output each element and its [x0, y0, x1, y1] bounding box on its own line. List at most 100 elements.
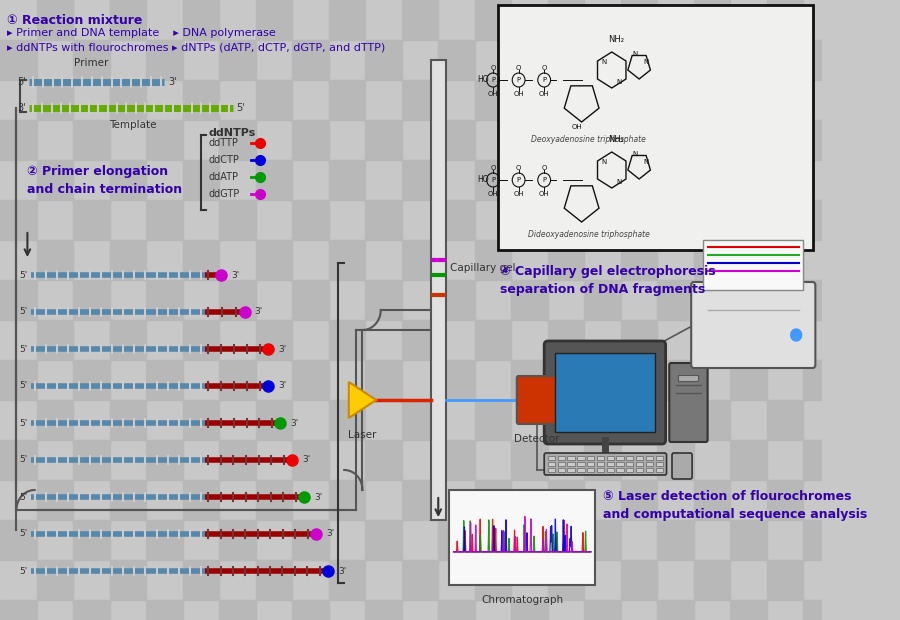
Bar: [804, 120, 840, 160]
Bar: [558, 468, 565, 472]
Text: P: P: [491, 77, 495, 83]
Bar: [511, 520, 548, 560]
Bar: [597, 462, 604, 466]
Text: 5': 5': [237, 103, 245, 113]
Bar: [475, 560, 511, 600]
Bar: [621, 80, 657, 120]
Bar: [694, 80, 731, 120]
Bar: [607, 468, 614, 472]
Bar: [292, 120, 328, 160]
Text: ddATP: ddATP: [208, 172, 238, 182]
Bar: [548, 560, 584, 600]
Text: ▸ Primer and DNA template    ▸ DNA polymerase: ▸ Primer and DNA template ▸ DNA polymera…: [7, 28, 276, 38]
Bar: [365, 520, 401, 560]
Bar: [292, 360, 328, 400]
Bar: [73, 520, 110, 560]
Bar: [0, 600, 37, 620]
Bar: [365, 40, 401, 80]
Bar: [804, 40, 840, 80]
Bar: [703, 240, 804, 290]
Bar: [657, 120, 694, 160]
Text: OH: OH: [488, 191, 499, 197]
Bar: [183, 80, 219, 120]
Bar: [183, 240, 219, 280]
Bar: [548, 0, 584, 40]
Bar: [0, 40, 37, 80]
Bar: [328, 400, 365, 440]
Text: ① Reaction mixture: ① Reaction mixture: [7, 14, 143, 27]
Bar: [621, 160, 657, 200]
Bar: [438, 40, 475, 80]
Text: Deoxyadenosine triphosphate: Deoxyadenosine triphosphate: [532, 135, 646, 144]
Bar: [548, 80, 584, 120]
Bar: [636, 456, 644, 460]
Bar: [219, 40, 256, 80]
Bar: [328, 240, 365, 280]
Text: P: P: [491, 177, 495, 183]
Bar: [548, 456, 555, 460]
Bar: [767, 80, 804, 120]
Text: N: N: [616, 179, 622, 185]
Bar: [731, 600, 767, 620]
Bar: [657, 600, 694, 620]
Bar: [548, 480, 584, 520]
Bar: [584, 600, 621, 620]
Text: OH: OH: [539, 91, 550, 97]
Bar: [804, 440, 840, 480]
Bar: [292, 440, 328, 480]
Bar: [767, 480, 804, 520]
Text: 5': 5': [19, 529, 27, 539]
Bar: [767, 160, 804, 200]
Bar: [511, 120, 548, 160]
Bar: [731, 120, 767, 160]
Bar: [37, 240, 73, 280]
Bar: [616, 468, 624, 472]
Text: 3': 3': [291, 418, 299, 428]
Text: 3': 3': [326, 529, 334, 539]
Bar: [365, 200, 401, 240]
Text: 5': 5': [19, 456, 27, 464]
Bar: [365, 600, 401, 620]
Bar: [584, 360, 621, 400]
Bar: [646, 468, 653, 472]
Bar: [438, 280, 475, 320]
Bar: [110, 560, 146, 600]
Bar: [110, 400, 146, 440]
Bar: [183, 560, 219, 600]
Bar: [694, 400, 731, 440]
Text: O: O: [516, 165, 521, 171]
Text: 5': 5': [17, 77, 25, 87]
Text: Template: Template: [109, 120, 156, 130]
Bar: [0, 280, 37, 320]
Text: 5': 5': [19, 345, 27, 353]
Bar: [328, 0, 365, 40]
Bar: [37, 0, 73, 40]
Polygon shape: [349, 382, 376, 418]
Bar: [731, 520, 767, 560]
Bar: [146, 200, 183, 240]
Bar: [694, 560, 731, 600]
Bar: [577, 462, 584, 466]
Bar: [621, 320, 657, 360]
Bar: [438, 520, 475, 560]
Bar: [0, 440, 37, 480]
Bar: [475, 320, 511, 360]
Bar: [597, 468, 604, 472]
Bar: [511, 600, 548, 620]
Bar: [438, 200, 475, 240]
Bar: [256, 160, 292, 200]
Bar: [475, 400, 511, 440]
Bar: [438, 600, 475, 620]
Bar: [475, 480, 511, 520]
Text: 3': 3': [255, 308, 263, 316]
Bar: [401, 320, 438, 360]
Bar: [584, 280, 621, 320]
Bar: [401, 0, 438, 40]
Bar: [73, 40, 110, 80]
Bar: [37, 560, 73, 600]
Bar: [636, 462, 644, 466]
Text: O: O: [542, 165, 547, 171]
Text: 3': 3': [314, 492, 322, 502]
Bar: [804, 360, 840, 400]
Text: 5': 5': [19, 270, 27, 280]
